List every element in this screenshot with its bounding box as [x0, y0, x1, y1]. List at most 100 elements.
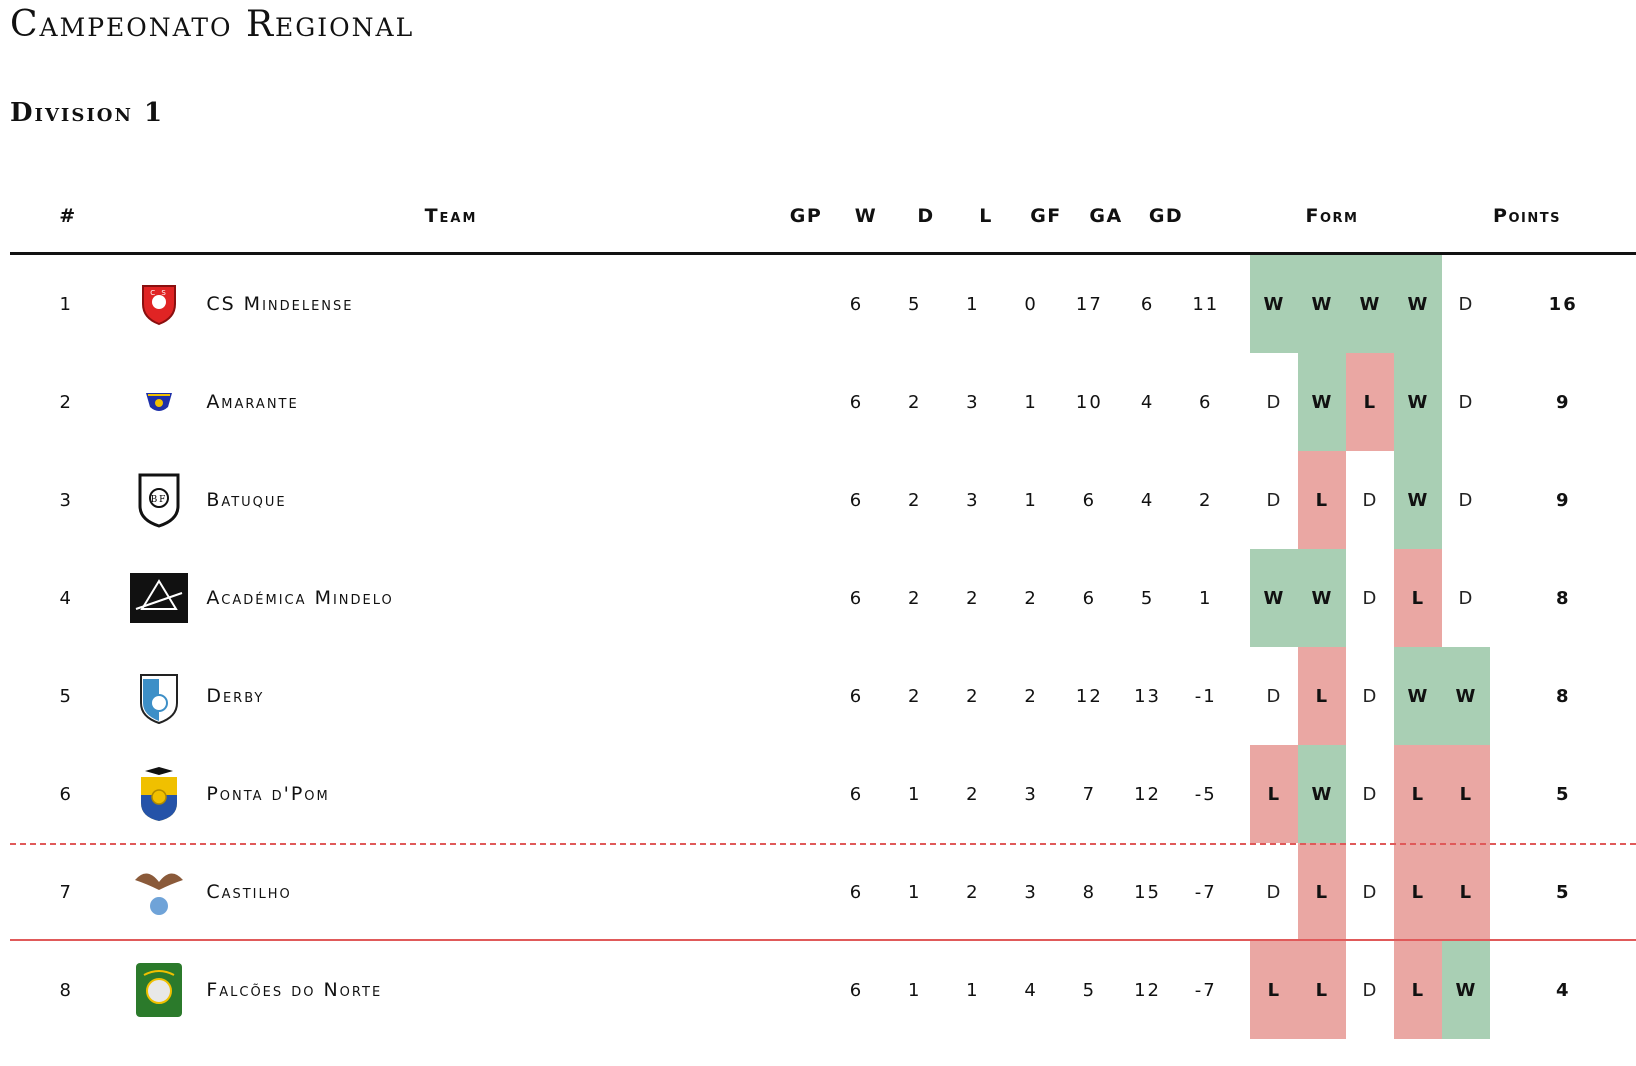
team-name[interactable]: Castilho: [206, 881, 292, 903]
form-result: W: [1394, 451, 1443, 549]
l-cell: 4: [1024, 979, 1038, 1001]
d-cell: 1: [966, 979, 980, 1001]
points-cell: 5: [1555, 881, 1571, 903]
form-result: D: [1362, 685, 1379, 707]
form-result: D: [1266, 391, 1283, 413]
gd-cell: -7: [1194, 979, 1217, 1001]
header-form: Form: [1305, 205, 1359, 227]
gf-cell: 5: [1082, 979, 1097, 1001]
gf-cell: 10: [1075, 391, 1103, 413]
l-cell: 2: [1024, 587, 1038, 609]
form-result: W: [1394, 353, 1443, 451]
team-name[interactable]: Amarante: [206, 391, 299, 413]
w-cell: 2: [907, 685, 922, 707]
form-result: W: [1298, 745, 1347, 843]
form-result: D: [1362, 783, 1379, 805]
rank-cell: 6: [59, 783, 73, 805]
team-name[interactable]: Falcões do Norte: [206, 979, 383, 1001]
gd-cell: 1: [1199, 587, 1213, 609]
form-result: L: [1298, 843, 1347, 941]
gd-cell: 11: [1192, 293, 1220, 315]
form-result: D: [1362, 979, 1379, 1001]
rank-cell: 1: [59, 293, 73, 315]
team-logo: [123, 549, 197, 647]
gf-cell: 6: [1082, 587, 1097, 609]
header-team: Team: [424, 205, 478, 227]
form-result: D: [1266, 685, 1283, 707]
rank-cell: 4: [59, 587, 73, 609]
team-logo: BF: [123, 451, 197, 549]
l-cell: 0: [1024, 293, 1038, 315]
ga-cell: 4: [1140, 391, 1155, 413]
d-cell: 2: [966, 881, 980, 903]
form-result: L: [1298, 941, 1347, 1039]
ga-cell: 15: [1134, 881, 1162, 903]
gf-cell: 8: [1082, 881, 1097, 903]
gf-cell: 7: [1082, 783, 1097, 805]
team-name[interactable]: Ponta d'Pom: [206, 783, 330, 805]
team-logo: [123, 941, 197, 1039]
w-cell: 5: [907, 293, 922, 315]
header-gp: GP: [789, 205, 823, 227]
ga-cell: 6: [1140, 293, 1155, 315]
points-cell: 9: [1555, 489, 1571, 511]
gf-cell: 17: [1075, 293, 1103, 315]
d-cell: 1: [966, 293, 980, 315]
division-title: Division 1: [10, 98, 165, 128]
form-result: L: [1250, 745, 1299, 843]
header-gf: GF: [1030, 205, 1062, 227]
gp-cell: 6: [849, 293, 864, 315]
l-cell: 1: [1024, 489, 1038, 511]
team-logo: [123, 843, 197, 941]
gd-cell: -7: [1194, 881, 1217, 903]
form-result: W: [1442, 647, 1491, 745]
gf-cell: 12: [1075, 685, 1103, 707]
gd-cell: 6: [1199, 391, 1213, 413]
gp-cell: 6: [849, 783, 864, 805]
ga-cell: 12: [1134, 783, 1162, 805]
form-result: L: [1250, 941, 1299, 1039]
form-result: L: [1298, 647, 1347, 745]
team-logo: [123, 745, 197, 843]
rank-cell: 2: [59, 391, 73, 413]
form-result: L: [1442, 745, 1491, 843]
table-header: # Team GP W D L GF GA GD Form Points: [10, 180, 1636, 255]
gd-cell: -1: [1194, 685, 1217, 707]
d-cell: 2: [966, 783, 980, 805]
batuque-crest-icon: BF: [138, 473, 180, 528]
team-logo: [123, 647, 197, 745]
team-name[interactable]: Derby: [206, 685, 265, 707]
l-cell: 2: [1024, 685, 1038, 707]
form-result: D: [1458, 587, 1475, 609]
gd-cell: 2: [1199, 489, 1213, 511]
rank-cell: 5: [59, 685, 73, 707]
page-title: Campeonato Regional: [10, 4, 415, 45]
form-result: W: [1250, 255, 1299, 353]
header-rank: #: [59, 205, 77, 227]
gp-cell: 6: [849, 587, 864, 609]
team-name[interactable]: Batuque: [206, 489, 287, 511]
form-result: D: [1362, 489, 1379, 511]
team-name[interactable]: Académica Mindelo: [206, 587, 394, 609]
gp-cell: 6: [849, 979, 864, 1001]
team-name[interactable]: CS Mindelense: [206, 293, 354, 315]
rank-cell: 3: [59, 489, 73, 511]
gp-cell: 6: [849, 489, 864, 511]
l-cell: 3: [1024, 881, 1038, 903]
academica-mindelo-crest-icon: [130, 573, 189, 623]
points-cell: 9: [1555, 391, 1571, 413]
form-result: D: [1458, 391, 1475, 413]
form-result: W: [1346, 255, 1395, 353]
